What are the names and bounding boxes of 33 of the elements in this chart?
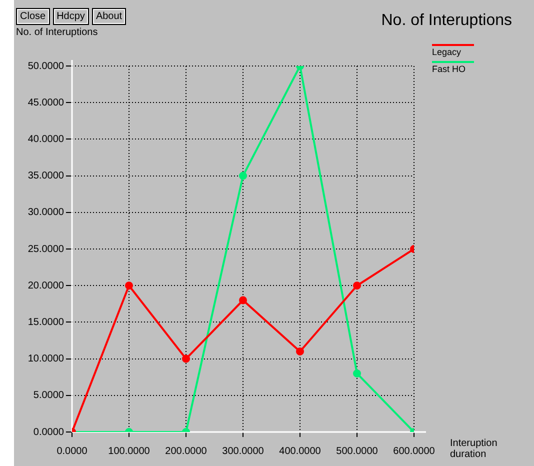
point <box>182 354 190 363</box>
y-tick-label: 45.0000 <box>28 97 64 108</box>
y-tick-label: 35.0000 <box>28 170 64 182</box>
x-tick-label: 0.0000 <box>56 446 88 457</box>
x-tick-label: 200.0000 <box>165 446 208 457</box>
y-axis-title: No. of Interuptions <box>16 27 98 38</box>
y-tick-label: 25.0000 <box>28 244 64 255</box>
x-tick-label: 500.0000 <box>336 446 378 457</box>
x-axis-title: Interuption duration <box>450 438 498 460</box>
text: No. of Interuptions <box>381 12 512 30</box>
text: Hdcpy <box>52 8 89 25</box>
text: Close <box>16 8 50 25</box>
y-tick-label: 20.0000 <box>28 280 64 292</box>
y-tick-label: 40.0000 <box>28 134 64 145</box>
point <box>353 282 361 290</box>
legend-label: Fast HO <box>432 61 474 74</box>
y-tick-label: 5.0000 <box>33 390 64 402</box>
y-tick-label: 50.0000 <box>28 60 64 72</box>
y-tick-label: 15.0000 <box>28 316 64 328</box>
y-tick-label: 30.0000 <box>28 207 64 218</box>
point <box>239 296 247 304</box>
point <box>353 369 361 378</box>
y-tick-label: 0.0000 <box>33 426 64 438</box>
y-tick-label: 10.0000 <box>28 354 64 365</box>
point <box>125 282 133 290</box>
point <box>296 347 304 356</box>
text: About <box>92 8 126 25</box>
x-tick-label: 300.0000 <box>222 446 264 457</box>
x-tick-label: 600.0000 <box>393 446 436 457</box>
x-tick-label: 100.0000 <box>108 446 150 457</box>
legend-label: Legacy <box>432 44 474 57</box>
point <box>239 172 247 180</box>
x-tick-label: 400.0000 <box>279 446 322 457</box>
